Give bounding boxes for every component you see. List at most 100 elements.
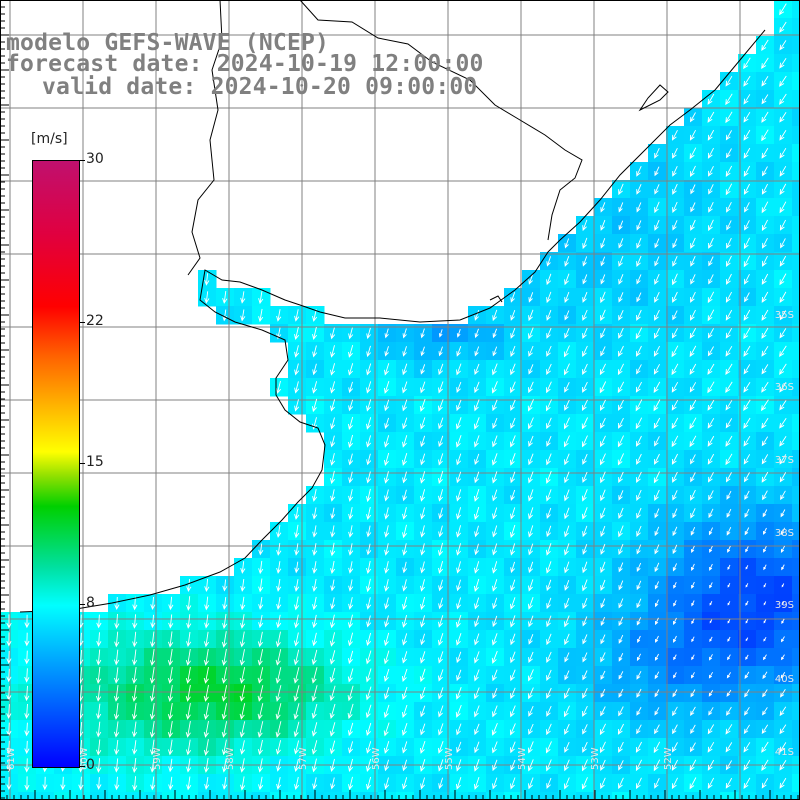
wind-arrow xyxy=(707,435,715,447)
wind-arrow xyxy=(761,724,769,735)
wind-arrow xyxy=(330,579,336,592)
wind-arrow xyxy=(761,201,769,214)
wind-arrow xyxy=(438,453,444,466)
wind-arrow xyxy=(779,183,787,196)
wind-arrow xyxy=(689,382,697,393)
wind-arrow xyxy=(185,649,191,666)
wind-arrow xyxy=(582,525,588,538)
wind-arrow xyxy=(96,739,102,756)
wind-arrow xyxy=(491,453,498,466)
wind-arrow xyxy=(149,703,155,720)
wind-arrow xyxy=(383,632,390,647)
wind-arrow xyxy=(96,703,102,720)
wind-arrow xyxy=(690,219,696,231)
wind-cell xyxy=(198,792,217,800)
wind-arrow xyxy=(546,597,552,610)
longitude-label: 58W xyxy=(225,747,236,770)
colorbar-tick-label: 30 xyxy=(86,151,104,167)
wind-arrow xyxy=(347,614,354,629)
wind-arrow xyxy=(258,308,264,323)
wind-arrow xyxy=(779,310,787,321)
wind-arrow xyxy=(725,777,733,789)
wind-arrow xyxy=(348,597,354,610)
wind-arrow xyxy=(600,471,606,484)
wind-arrow xyxy=(456,507,462,520)
wind-arrow xyxy=(239,631,245,648)
wind-arrow xyxy=(599,363,607,376)
wind-arrow xyxy=(528,327,534,340)
wind-arrow xyxy=(600,291,606,304)
wind-arrow xyxy=(761,94,769,105)
wind-arrow xyxy=(510,561,516,574)
wind-arrow xyxy=(761,399,769,412)
wind-arrow xyxy=(653,399,661,412)
wind-arrow xyxy=(581,777,588,790)
wind-arrow xyxy=(564,273,570,286)
wind-arrow xyxy=(329,685,336,702)
wind-arrow xyxy=(528,435,534,448)
wind-arrow xyxy=(401,686,408,700)
wind-arrow xyxy=(654,453,660,465)
wind-arrow xyxy=(312,543,318,556)
wind-arrow xyxy=(222,758,228,773)
wind-cell xyxy=(792,414,800,433)
wind-cell xyxy=(612,792,631,800)
wind-arrow xyxy=(528,453,534,466)
wind-arrow xyxy=(509,524,516,538)
wind-arrow xyxy=(690,202,696,213)
wind-arrow xyxy=(600,489,606,502)
wind-arrow xyxy=(24,758,30,773)
wind-arrow xyxy=(762,490,768,501)
wind-arrow xyxy=(600,616,606,626)
wind-arrow xyxy=(743,75,751,87)
wind-arrow xyxy=(510,759,516,771)
wind-cell xyxy=(72,792,91,800)
wind-arrow xyxy=(294,399,300,412)
wind-cell xyxy=(792,576,800,595)
wind-arrow xyxy=(203,703,209,720)
wind-arrow xyxy=(781,601,785,606)
wind-arrow xyxy=(582,741,588,753)
wind-arrow xyxy=(636,598,642,609)
wind-arrow xyxy=(564,633,570,646)
wind-arrow xyxy=(691,654,695,661)
wind-cell xyxy=(792,36,800,55)
wind-arrow xyxy=(312,632,318,647)
wind-arrow xyxy=(673,582,677,589)
wind-arrow xyxy=(618,706,624,717)
border-line xyxy=(489,295,503,303)
wind-arrow xyxy=(762,707,768,716)
wind-arrow xyxy=(618,471,624,484)
wind-arrow xyxy=(168,758,174,773)
wind-arrow xyxy=(402,561,408,574)
wind-arrow xyxy=(600,688,606,698)
wind-arrow xyxy=(438,723,444,736)
wind-arrow xyxy=(779,345,787,357)
wind-arrow xyxy=(221,739,227,756)
wind-arrow xyxy=(727,545,731,553)
wind-arrow xyxy=(636,562,642,572)
wind-arrow xyxy=(709,582,713,589)
wind-arrow xyxy=(600,219,606,231)
wind-arrow xyxy=(761,111,769,123)
wind-arrow xyxy=(24,685,30,702)
wind-arrow xyxy=(456,741,462,754)
wind-arrow xyxy=(383,452,390,467)
wind-arrow xyxy=(420,346,425,357)
wind-arrow xyxy=(564,399,570,411)
wind-arrow xyxy=(474,471,480,484)
wind-arrow xyxy=(618,616,624,627)
wind-arrow xyxy=(420,596,426,611)
wind-arrow xyxy=(761,741,769,753)
wind-arrow xyxy=(779,21,787,33)
wind-arrow xyxy=(276,614,282,629)
wind-arrow xyxy=(384,687,390,700)
wind-arrow xyxy=(671,399,679,411)
wind-arrow xyxy=(456,543,462,556)
wind-arrow xyxy=(420,777,426,790)
wind-arrow xyxy=(330,453,336,466)
wind-arrow xyxy=(455,687,462,700)
wind-arrow xyxy=(653,381,661,394)
wind-arrow xyxy=(456,561,462,574)
wind-arrow xyxy=(690,724,696,734)
